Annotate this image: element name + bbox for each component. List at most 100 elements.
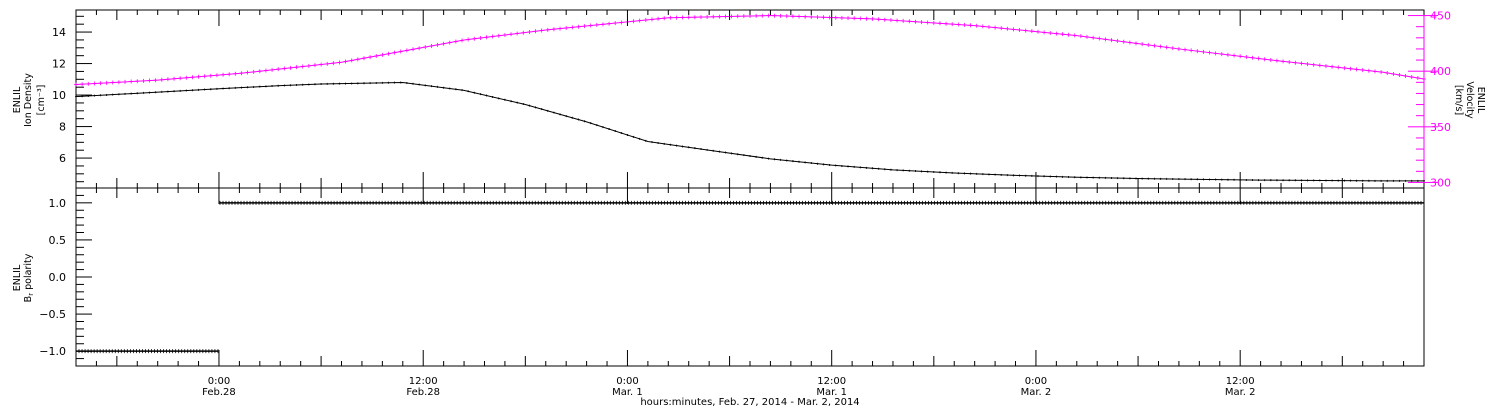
- velocity-point: [600, 22, 605, 27]
- velocity-point: [429, 43, 434, 48]
- density-point: [779, 158, 782, 161]
- density-point: [1030, 174, 1033, 177]
- density-point: [975, 172, 978, 175]
- density-point: [393, 81, 396, 84]
- density-point: [614, 130, 617, 133]
- density-point: [963, 172, 966, 175]
- velocity-point: [123, 79, 128, 84]
- density-point: [1079, 176, 1082, 179]
- density-point: [755, 155, 758, 158]
- velocity-point: [564, 25, 569, 30]
- density-axis-tick-labels: 6 8 10 12 14: [52, 26, 66, 165]
- polarity-axis-word: polarity: [23, 253, 34, 293]
- density-point: [730, 152, 733, 155]
- density-point: [467, 90, 470, 93]
- polarity-tick-label: −0.5: [39, 308, 66, 321]
- density-point: [1006, 174, 1009, 177]
- density-point: [1294, 179, 1297, 182]
- velocity-point: [1189, 48, 1194, 53]
- density-point: [369, 82, 372, 85]
- velocity-point: [1134, 41, 1139, 46]
- density-point: [215, 87, 218, 90]
- density-point: [461, 89, 464, 92]
- velocity-point: [962, 22, 967, 27]
- velocity-point: [386, 51, 391, 56]
- density-point: [871, 167, 874, 170]
- density-point: [528, 104, 531, 107]
- density-point: [1416, 179, 1419, 182]
- velocity-point: [484, 35, 489, 40]
- density-point: [1110, 177, 1113, 180]
- time-axis-title: hours:minutes, Feb. 27, 2014 - Mar. 2, 2…: [640, 397, 859, 408]
- velocity-point: [1287, 60, 1292, 65]
- velocity-point: [986, 24, 991, 29]
- density-point: [1036, 175, 1039, 178]
- velocity-point: [1060, 32, 1065, 37]
- velocity-point: [502, 33, 507, 38]
- density-point: [1067, 176, 1070, 179]
- velocity-point: [1097, 36, 1102, 41]
- density-point: [277, 84, 280, 87]
- density-point: [1055, 175, 1058, 178]
- velocity-point: [1219, 52, 1224, 57]
- density-point: [1318, 179, 1321, 182]
- density-point: [1147, 177, 1150, 180]
- density-point: [1226, 178, 1229, 181]
- velocity-point: [1268, 57, 1273, 62]
- velocity-point: [1035, 29, 1040, 34]
- density-point: [638, 137, 641, 140]
- velocity-point: [380, 52, 385, 57]
- time-tick-label: 12:00: [409, 376, 438, 387]
- density-point: [559, 113, 562, 116]
- time-tick-label: 0:00: [208, 376, 230, 387]
- velocity-point: [999, 26, 1004, 31]
- density-point: [1000, 173, 1003, 176]
- velocity-point: [956, 22, 961, 27]
- density-point: [1043, 175, 1046, 178]
- density-point: [938, 171, 941, 174]
- density-point: [840, 164, 843, 167]
- velocity-point: [1330, 64, 1335, 69]
- density-point: [356, 82, 359, 85]
- density-point: [234, 86, 237, 89]
- velocity-point: [196, 74, 201, 79]
- density-point: [834, 164, 837, 167]
- density-point: [742, 154, 745, 157]
- polarity-axis-sub: r: [27, 293, 35, 296]
- velocity-point: [1109, 38, 1114, 43]
- density-point: [1257, 179, 1260, 182]
- velocity-point: [80, 82, 85, 87]
- velocity-point: [257, 69, 262, 74]
- density-point: [644, 139, 647, 142]
- velocity-point: [417, 46, 422, 51]
- density-point: [822, 163, 825, 166]
- density-point: [785, 159, 788, 162]
- velocity-point: [319, 62, 324, 67]
- density-point: [847, 165, 850, 168]
- density-point: [271, 85, 274, 88]
- velocity-point: [613, 21, 618, 26]
- velocity-point: [711, 14, 716, 19]
- date-tick-label: Feb.28: [406, 387, 440, 398]
- velocity-point: [472, 36, 477, 41]
- velocity-point: [968, 23, 973, 28]
- density-point: [914, 170, 917, 173]
- top-panel-frame: [75, 9, 1425, 189]
- density-point: [987, 173, 990, 176]
- velocity-point: [1422, 76, 1426, 81]
- velocity-point: [901, 18, 906, 23]
- velocity-point: [1256, 56, 1261, 61]
- velocity-point: [944, 21, 949, 26]
- velocity-point: [1336, 65, 1341, 70]
- density-point: [240, 86, 243, 89]
- velocity-point: [1397, 72, 1402, 77]
- density-point: [1202, 178, 1205, 181]
- density-tick-label: 10: [52, 89, 66, 102]
- density-point: [791, 160, 794, 163]
- density-point: [675, 144, 678, 147]
- velocity-axis-title-line1: ENLIL: [1475, 87, 1486, 114]
- velocity-point: [993, 25, 998, 30]
- density-point: [534, 106, 537, 109]
- density-point: [1288, 179, 1291, 182]
- velocity-point: [202, 74, 207, 79]
